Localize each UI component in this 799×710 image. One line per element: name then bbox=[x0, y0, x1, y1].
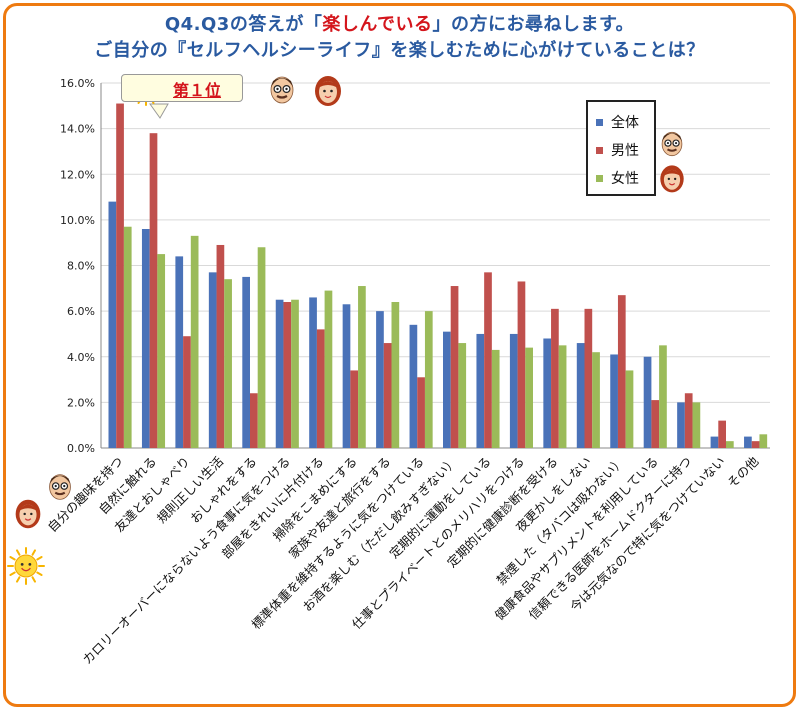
bar-male bbox=[183, 336, 191, 448]
bar-all bbox=[744, 436, 752, 448]
bar-male bbox=[216, 244, 225, 448]
bar-all bbox=[342, 304, 351, 448]
bar-female bbox=[726, 441, 734, 448]
legend-item-all: 全体 bbox=[596, 112, 639, 132]
bar-female bbox=[759, 434, 768, 448]
bar-all bbox=[141, 229, 150, 448]
x-tick-labels: 自分の趣味を持つ自然に触れる友達とおしゃべり規則正しい生活おしゃれをするカロリー… bbox=[45, 453, 762, 667]
rank-badge-box bbox=[121, 74, 243, 102]
y-tick-label: 12.0% bbox=[60, 168, 95, 181]
bar-all bbox=[175, 256, 184, 448]
bar-female bbox=[659, 345, 667, 448]
bar-male bbox=[383, 343, 392, 448]
y-tick-label: 10.0% bbox=[60, 214, 95, 227]
bar-female bbox=[558, 345, 567, 448]
bar-male bbox=[651, 400, 660, 448]
bar-male bbox=[684, 393, 693, 448]
bar-female bbox=[224, 279, 232, 448]
bar-all bbox=[576, 343, 585, 448]
bar-female bbox=[491, 349, 500, 448]
legend-label-male: 男性 bbox=[611, 143, 639, 159]
bar-all bbox=[309, 297, 317, 448]
bar-female bbox=[525, 347, 533, 448]
legend-label-all: 全体 bbox=[611, 115, 639, 131]
bar-male bbox=[417, 377, 425, 448]
y-tick-label: 0.0% bbox=[67, 442, 95, 455]
bar-all bbox=[509, 333, 518, 448]
legend-item-female: 女性 bbox=[596, 168, 639, 188]
rank-badge: 第１位 bbox=[121, 74, 245, 104]
y-tick-labels: 0.0% 2.0% 4.0% 6.0% 8.0% 10.0% 12.0% 14.0% 16.0% bbox=[60, 77, 95, 455]
bar-female bbox=[592, 352, 600, 448]
bar-male bbox=[283, 302, 292, 448]
chart-title-line1: Q4.Q3の答えが「楽しんでいる」の方にお尋ねします。 bbox=[164, 14, 635, 35]
bar-female bbox=[458, 343, 467, 448]
bar-male bbox=[250, 393, 258, 448]
bar-male bbox=[551, 308, 559, 448]
rank-badge-text: 第１位 bbox=[173, 81, 222, 100]
x-tick-label: その他 bbox=[724, 453, 761, 490]
bar-female bbox=[625, 370, 634, 448]
bar-all bbox=[409, 324, 418, 448]
bar-female bbox=[358, 286, 366, 448]
bar-all bbox=[710, 436, 719, 448]
bar-all bbox=[610, 354, 618, 448]
bar-male bbox=[751, 441, 760, 448]
legend-man-face-icon bbox=[661, 131, 683, 157]
woman-face-icon bbox=[315, 76, 341, 106]
bar-male bbox=[517, 281, 526, 448]
bar-female bbox=[324, 290, 333, 448]
legend-item-male: 男性 bbox=[596, 140, 639, 160]
legend-swatch-female bbox=[596, 174, 603, 182]
bar-all bbox=[108, 201, 117, 448]
corner-woman-face-icon bbox=[15, 499, 41, 529]
bar-male bbox=[116, 103, 124, 448]
bar-all bbox=[443, 331, 451, 448]
bar-male bbox=[617, 295, 626, 448]
badge-pointer bbox=[149, 103, 169, 119]
bar-female bbox=[692, 402, 701, 448]
legend-label-female: 女性 bbox=[611, 171, 639, 187]
bar-female bbox=[424, 311, 433, 448]
y-tick-label: 6.0% bbox=[67, 305, 95, 318]
chart-title-line2: ご自分の『セルフヘルシーライフ』を楽しむために心がけていることは？ bbox=[94, 40, 705, 61]
corner-sun-icon bbox=[7, 547, 45, 585]
bar-female bbox=[391, 302, 400, 448]
bar-male bbox=[316, 329, 325, 448]
legend-woman-face-icon bbox=[660, 165, 684, 193]
chart-legend: 全体 男性 女性 bbox=[586, 100, 656, 196]
bar-female bbox=[190, 235, 199, 448]
bar-male bbox=[450, 286, 459, 448]
bar-male bbox=[350, 370, 359, 448]
bar-female bbox=[257, 247, 266, 448]
bar-all bbox=[476, 333, 485, 448]
bar-male bbox=[149, 133, 158, 448]
y-tick-label: 2.0% bbox=[67, 396, 95, 409]
bar-all bbox=[275, 299, 284, 448]
title-highlight: 楽しんでいる bbox=[322, 14, 433, 35]
bar-male bbox=[484, 272, 492, 448]
legend-swatch-all bbox=[596, 118, 603, 126]
bar-all bbox=[208, 272, 217, 448]
bar-female bbox=[123, 226, 132, 448]
man-face-icon bbox=[270, 76, 294, 104]
bars bbox=[108, 103, 768, 448]
y-tick-label: 4.0% bbox=[67, 351, 95, 364]
bar-female bbox=[157, 254, 166, 448]
bar-male bbox=[584, 308, 593, 448]
bar-all bbox=[543, 338, 552, 448]
y-tick-label: 8.0% bbox=[67, 260, 95, 273]
legend-swatch-male bbox=[596, 146, 603, 154]
bar-all bbox=[643, 356, 652, 448]
bar-female bbox=[291, 299, 299, 448]
y-tick-label: 14.0% bbox=[60, 123, 95, 136]
bar-all bbox=[677, 402, 685, 448]
y-tick-label: 16.0% bbox=[60, 77, 95, 90]
corner-man-face-icon bbox=[49, 474, 71, 500]
bar-male bbox=[718, 420, 726, 448]
bar-all bbox=[376, 311, 384, 448]
bar-all bbox=[242, 276, 250, 448]
